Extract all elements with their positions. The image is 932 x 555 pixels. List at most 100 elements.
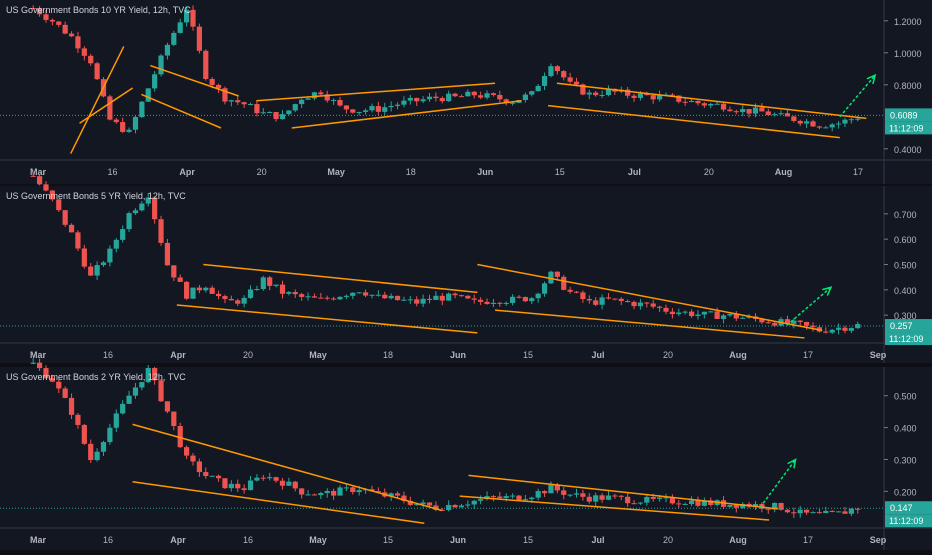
candle-body: [279, 114, 286, 120]
candle-body: [375, 491, 381, 493]
candle-body: [126, 129, 132, 132]
candle-body: [478, 95, 484, 98]
candle-body: [81, 424, 87, 444]
candle-body: [625, 301, 631, 303]
x-tick-label: Apr: [170, 535, 186, 545]
x-tick-label: 20: [257, 167, 267, 177]
candle-body: [228, 483, 234, 489]
trendline: [468, 474, 779, 510]
candle-body: [669, 94, 675, 96]
last-price-label: 0.147: [890, 503, 913, 513]
candle-body: [573, 291, 580, 293]
candle-body: [529, 497, 535, 500]
candle-body: [701, 500, 707, 506]
candle-body: [177, 425, 183, 448]
candle-body: [439, 295, 445, 301]
candle-body: [669, 497, 675, 504]
candle-body: [299, 294, 305, 297]
candle-body: [273, 284, 279, 286]
candle-body: [260, 277, 266, 289]
candle-body: [171, 32, 177, 45]
x-tick-label: 20: [663, 350, 673, 360]
candle-body: [663, 497, 669, 499]
candle-body: [337, 296, 343, 300]
candle-body: [356, 490, 362, 493]
candle-body: [49, 378, 55, 382]
x-tick-label: Mar: [30, 535, 47, 545]
candle-body: [318, 297, 324, 299]
candle-body: [580, 84, 586, 95]
candle-body: [759, 319, 765, 323]
candle-body: [727, 313, 733, 316]
candle-body: [535, 491, 541, 498]
candle-body: [637, 302, 644, 307]
candle-body: [554, 271, 560, 277]
candle-body: [740, 109, 746, 113]
candle-body: [842, 511, 848, 514]
trendline: [291, 100, 522, 129]
candle-body: [81, 248, 87, 267]
candle-body: [810, 121, 816, 127]
trendline: [477, 263, 823, 332]
candle-body: [535, 293, 541, 299]
candle-body: [752, 504, 759, 507]
candle-body: [695, 314, 701, 317]
candle-body: [522, 94, 528, 101]
candle-body: [804, 121, 810, 124]
x-tick-label: 17: [853, 167, 863, 177]
candle-body: [228, 100, 234, 102]
candle-body: [350, 487, 356, 493]
candle-body: [637, 502, 644, 504]
x-tick-label: May: [309, 350, 327, 360]
candle-body: [797, 320, 803, 323]
candle-body: [631, 503, 637, 505]
y-tick-label: 0.700: [894, 210, 917, 220]
candle-body: [848, 328, 854, 331]
candle-body: [267, 112, 273, 114]
candle-body: [292, 104, 298, 111]
candle-body: [835, 327, 842, 330]
candle-body: [414, 504, 420, 506]
candle-body: [797, 120, 803, 124]
candle-body: [113, 413, 119, 428]
candle-body: [196, 26, 202, 51]
candle-body: [81, 48, 87, 56]
candle-body: [235, 300, 241, 304]
candle-body: [152, 197, 158, 220]
candle-body: [593, 300, 599, 305]
candle-body: [324, 297, 330, 299]
candle-body: [62, 210, 68, 225]
candle-body: [439, 509, 445, 511]
x-tick-label: 17: [803, 535, 813, 545]
candle-body: [497, 302, 503, 304]
candle-body: [612, 495, 618, 497]
candle-body: [720, 103, 727, 110]
candle-body: [350, 109, 356, 113]
candle-body: [241, 488, 247, 491]
projection-arrow-head: [866, 73, 877, 85]
candle-body: [362, 110, 369, 112]
x-tick-label: Aug: [729, 535, 747, 545]
candle-body: [816, 126, 823, 128]
clock-label: 11:12:09: [889, 334, 923, 344]
candle-body: [605, 297, 612, 299]
candle-body: [791, 116, 797, 121]
candle-body: [791, 512, 797, 514]
clock-badge: [885, 514, 932, 528]
candle-body: [286, 291, 292, 294]
candle-body: [765, 322, 771, 324]
candle-body: [190, 287, 196, 299]
candle-body: [810, 512, 816, 514]
candle-body: [529, 298, 535, 302]
candle-body: [605, 88, 612, 95]
x-tick-label: May: [327, 167, 345, 177]
candle-body: [107, 248, 113, 263]
candle-body: [657, 95, 663, 100]
candle-body: [599, 94, 605, 96]
candle-body: [177, 277, 183, 282]
candle-body: [401, 299, 407, 301]
candle-body: [30, 8, 36, 9]
x-tick-label: Sep: [870, 535, 887, 545]
